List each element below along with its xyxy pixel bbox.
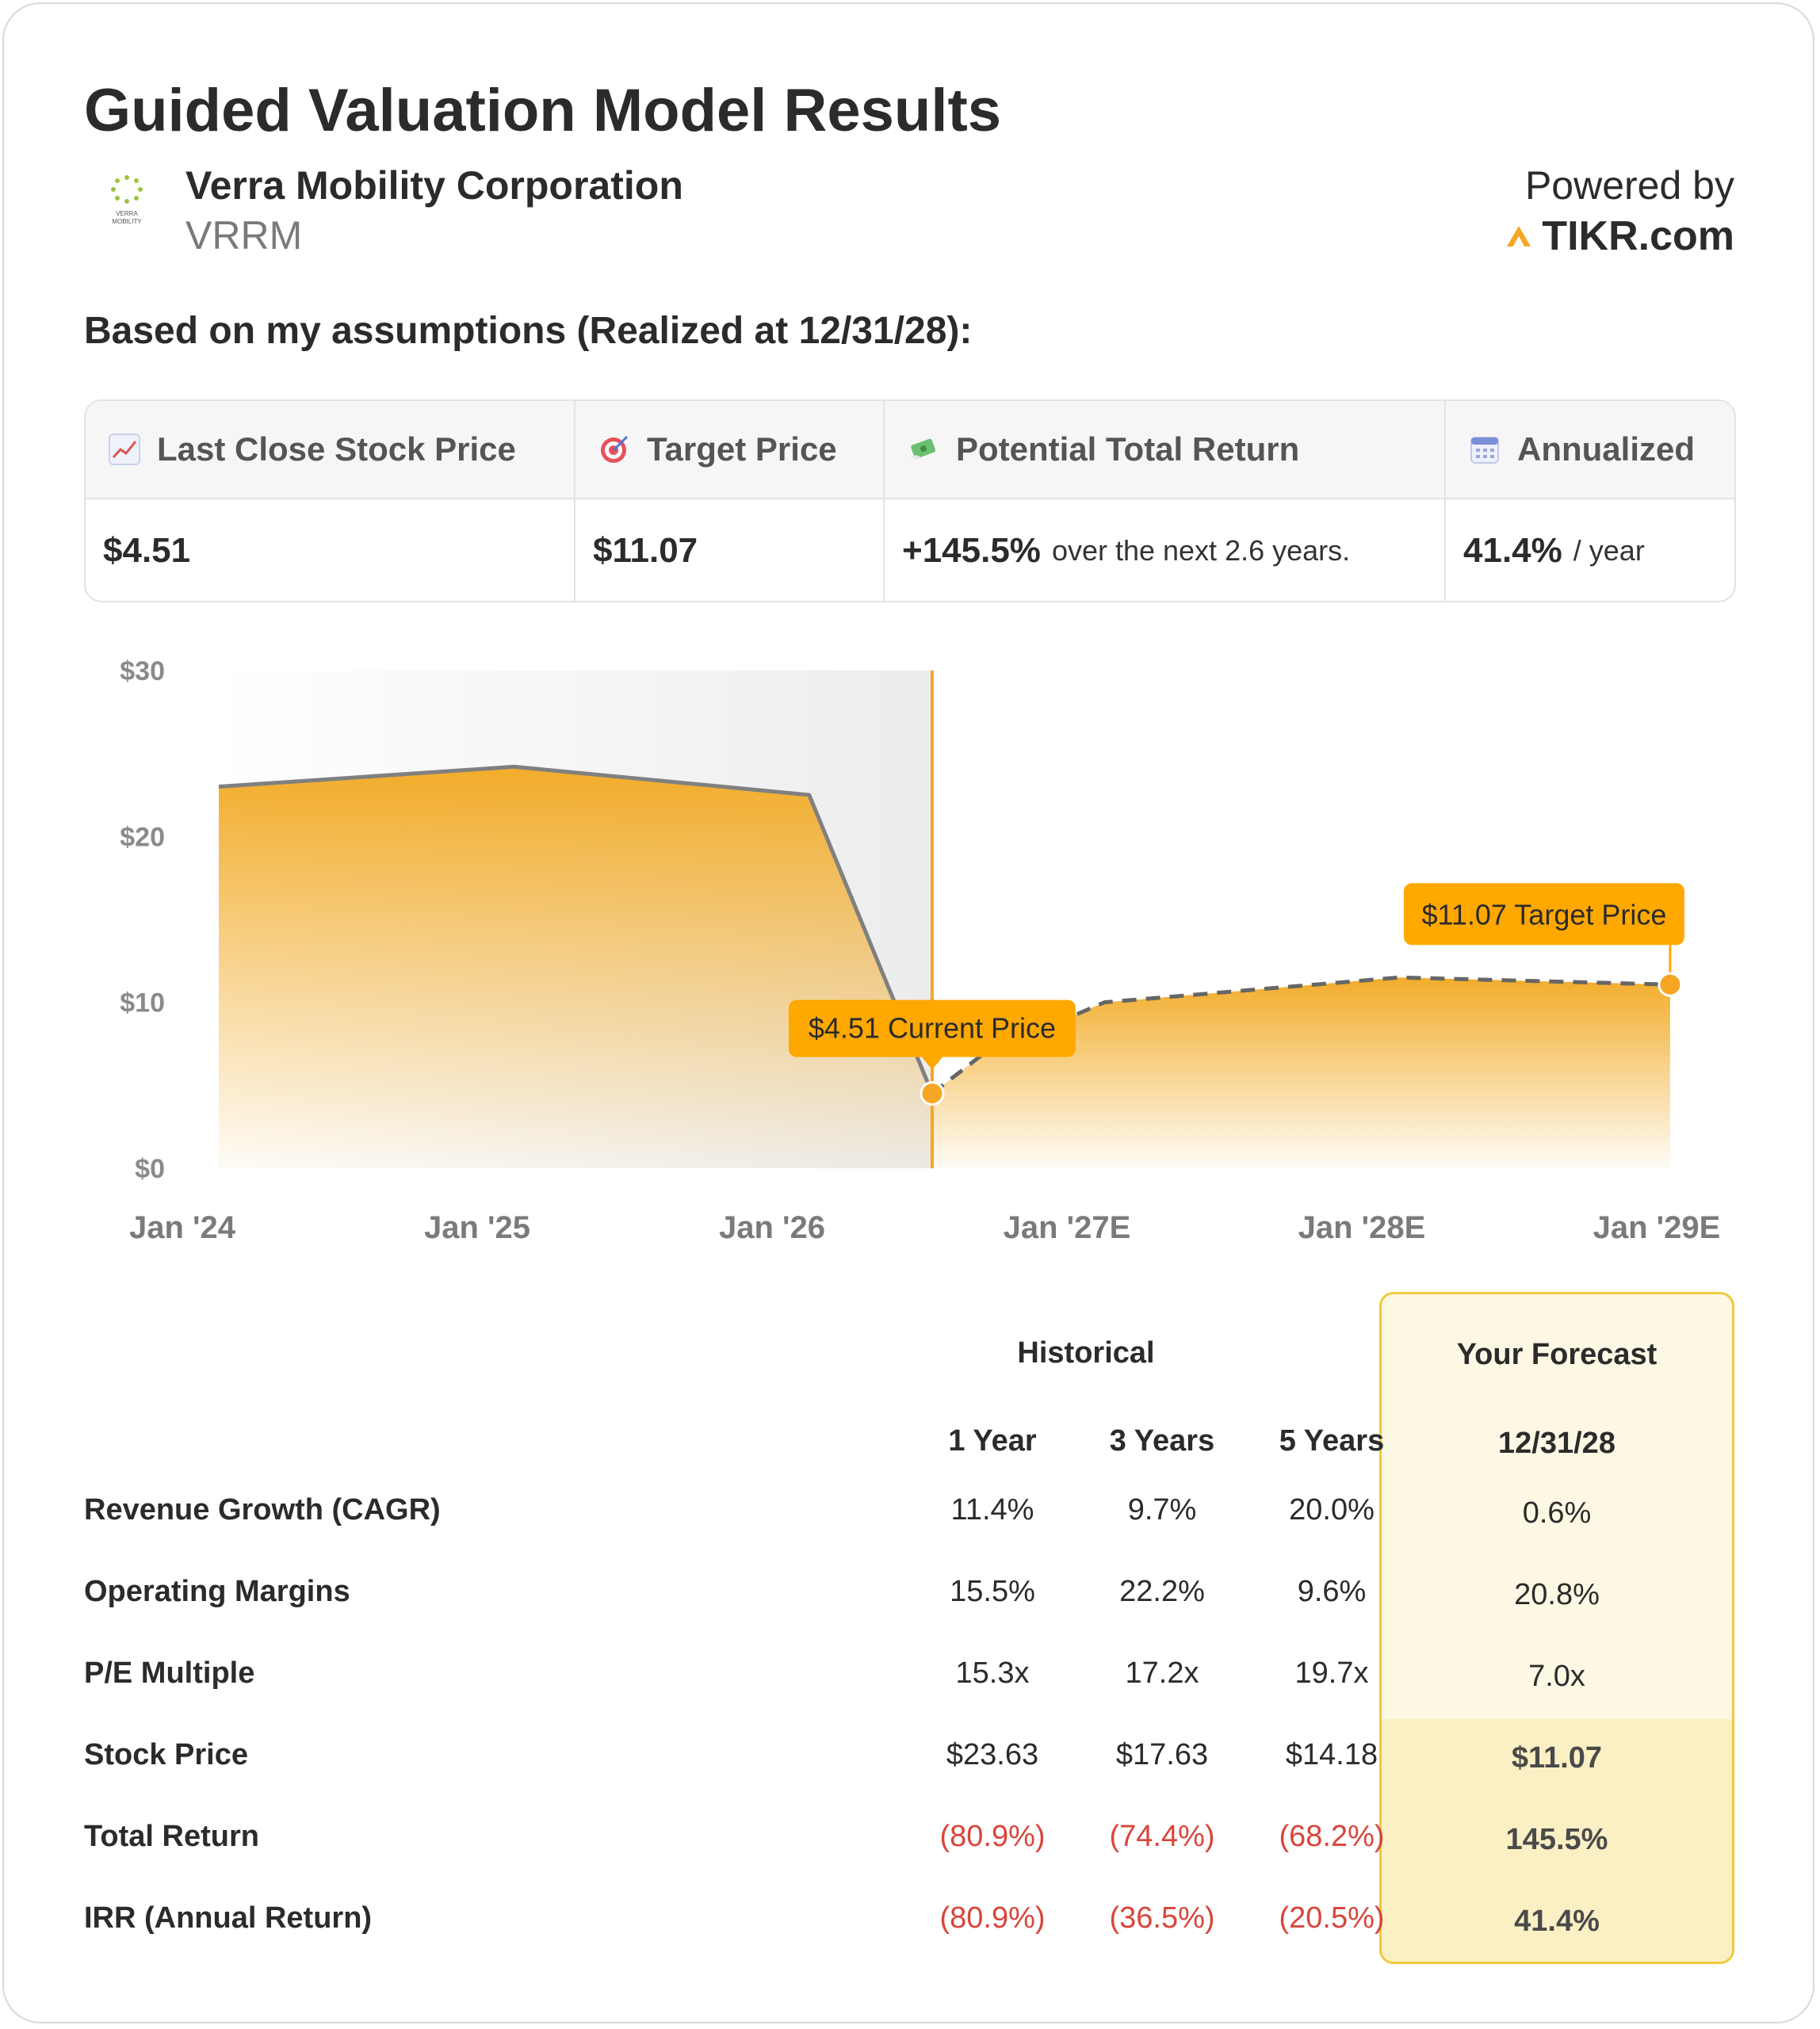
summary-total-return: Potential Total Return +145.5% over the … (883, 401, 1444, 601)
y-tick-label: $20 (120, 822, 165, 852)
metric-row-label: P/E Multiple (84, 1656, 255, 1690)
total-return-label: Potential Total Return (956, 430, 1300, 468)
annualized-suffix: / year (1573, 534, 1645, 567)
calendar-icon (1468, 433, 1501, 466)
historical-header: Historical (1017, 1336, 1155, 1370)
summary-last-close: Last Close Stock Price $4.51 (86, 401, 574, 601)
metric-historical-value: (68.2%) (1279, 1820, 1385, 1853)
ticker-symbol: VRRM (185, 213, 303, 258)
annualized-value: 41.4% (1463, 531, 1562, 570)
y-tick-label: $30 (120, 656, 165, 686)
tikr-brand-text: TIKR.com (1542, 213, 1734, 259)
tikr-logo-icon (1507, 226, 1531, 246)
metric-row-label: Operating Margins (84, 1575, 350, 1608)
svg-text:VERRA: VERRA (116, 210, 138, 217)
target-price-callout-text: $11.07 Target Price (1422, 898, 1667, 930)
metric-historical-value: 15.5% (950, 1575, 1035, 1608)
metric-historical-value: (20.5%) (1279, 1901, 1385, 1935)
metric-historical-value: 15.3x (955, 1656, 1030, 1690)
metric-historical-value: $23.63 (946, 1738, 1039, 1771)
total-return-value: +145.5% (902, 531, 1041, 570)
company-name: Verra Mobility Corporation (185, 163, 683, 208)
metric-historical-value: 9.7% (1127, 1493, 1197, 1527)
forecast-column-highlight (1379, 1292, 1734, 1964)
target-price-callout: $11.07 Target Price (1403, 883, 1684, 976)
period-header: 3 Years (1109, 1424, 1215, 1458)
metric-historical-value: $17.63 (1115, 1738, 1209, 1771)
metric-historical-value: 17.2x (1125, 1656, 1199, 1690)
summary-target: Target Price $11.07 (574, 401, 883, 601)
period-header: 5 Years (1279, 1424, 1385, 1458)
y-tick-label: $10 (120, 988, 165, 1018)
metric-row-label: Total Return (84, 1820, 259, 1853)
forecast-results-highlight (1382, 1719, 1732, 1962)
metric-historical-value: (74.4%) (1109, 1820, 1215, 1853)
historical-price-line (218, 764, 935, 1095)
x-tick-label: Jan '24 (129, 1210, 236, 1245)
y-tick-label: $0 (135, 1154, 165, 1184)
metric-historical-value: 19.7x (1294, 1656, 1369, 1690)
last-close-label: Last Close Stock Price (157, 430, 516, 468)
metric-row-label: Stock Price (84, 1738, 248, 1771)
summary-annualized: Annualized 41.4% / year (1444, 401, 1734, 601)
metric-forecast-value: 7.0x (1528, 1660, 1585, 1693)
price-chart: $30 $20 $10 $0 Jan '24 Jan '25 Jan '26 Jan '27… (120, 656, 1721, 1245)
money-wings-icon (907, 433, 940, 466)
target-value: $11.07 (593, 531, 698, 570)
chart-increasing-icon (108, 433, 141, 466)
period-header: 1 Year (948, 1424, 1037, 1458)
x-tick-label: Jan '29E (1593, 1210, 1721, 1245)
metric-historical-value: 22.2% (1119, 1575, 1205, 1608)
current-price-callout: $4.51 Current Price (788, 999, 1076, 1070)
x-tick-label: Jan '25 (424, 1210, 530, 1245)
target-label: Target Price (647, 430, 837, 468)
metric-forecast-value: 145.5% (1505, 1823, 1608, 1856)
metric-forecast-value: $11.07 (1511, 1741, 1603, 1775)
metric-forecast-value: 0.6% (1522, 1496, 1592, 1530)
metric-historical-value: (80.9%) (939, 1820, 1046, 1853)
metric-historical-value: 9.6% (1297, 1575, 1367, 1608)
current-price-marker[interactable] (920, 1081, 945, 1106)
metric-forecast-value: 41.4% (1514, 1905, 1600, 1938)
powered-by-label: Powered by (1524, 163, 1734, 208)
page-title: Guided Valuation Model Results (84, 77, 1002, 144)
metric-row-label: IRR (Annual Return) (84, 1901, 373, 1935)
metric-historical-value: (36.5%) (1109, 1901, 1215, 1935)
total-return-suffix: over the next 2.6 years. (1051, 534, 1351, 567)
historical-price-area (219, 766, 932, 1168)
forecast-price-area (931, 977, 1670, 1168)
x-tick-label: Jan '28E (1298, 1210, 1426, 1245)
metric-forecast-value: 20.8% (1514, 1578, 1600, 1611)
svg-text:MOBILITY: MOBILITY (112, 218, 142, 225)
forecast-price-line (931, 975, 1671, 1095)
tikr-brand-link[interactable]: TIKR.com (1505, 212, 1734, 260)
x-tick-label: Jan '27E (1004, 1210, 1131, 1245)
assumptions-heading: Based on my assumptions (Realized at 12/… (84, 310, 973, 352)
metric-historical-value: 11.4% (950, 1493, 1034, 1527)
target-icon (598, 433, 631, 466)
company-logo: VERRA MOBILITY (111, 175, 143, 225)
metric-historical-value: $14.18 (1285, 1738, 1378, 1771)
forecast-date-header: 12/31/28 (1498, 1427, 1615, 1460)
target-price-marker[interactable] (1658, 972, 1683, 997)
annualized-label: Annualized (1517, 430, 1696, 468)
summary-table: Last Close Stock Price $4.51 Target Pric… (84, 399, 1736, 602)
metric-historical-value: 20.0% (1289, 1493, 1375, 1527)
forecast-header: Your Forecast (1456, 1338, 1658, 1371)
current-price-callout-text: $4.51 Current Price (809, 1012, 1056, 1045)
metric-row-label: Revenue Growth (CAGR) (84, 1493, 441, 1527)
last-close-value: $4.51 (103, 531, 191, 570)
x-tick-label: Jan '26 (719, 1210, 825, 1245)
metric-historical-value: (80.9%) (939, 1901, 1046, 1935)
